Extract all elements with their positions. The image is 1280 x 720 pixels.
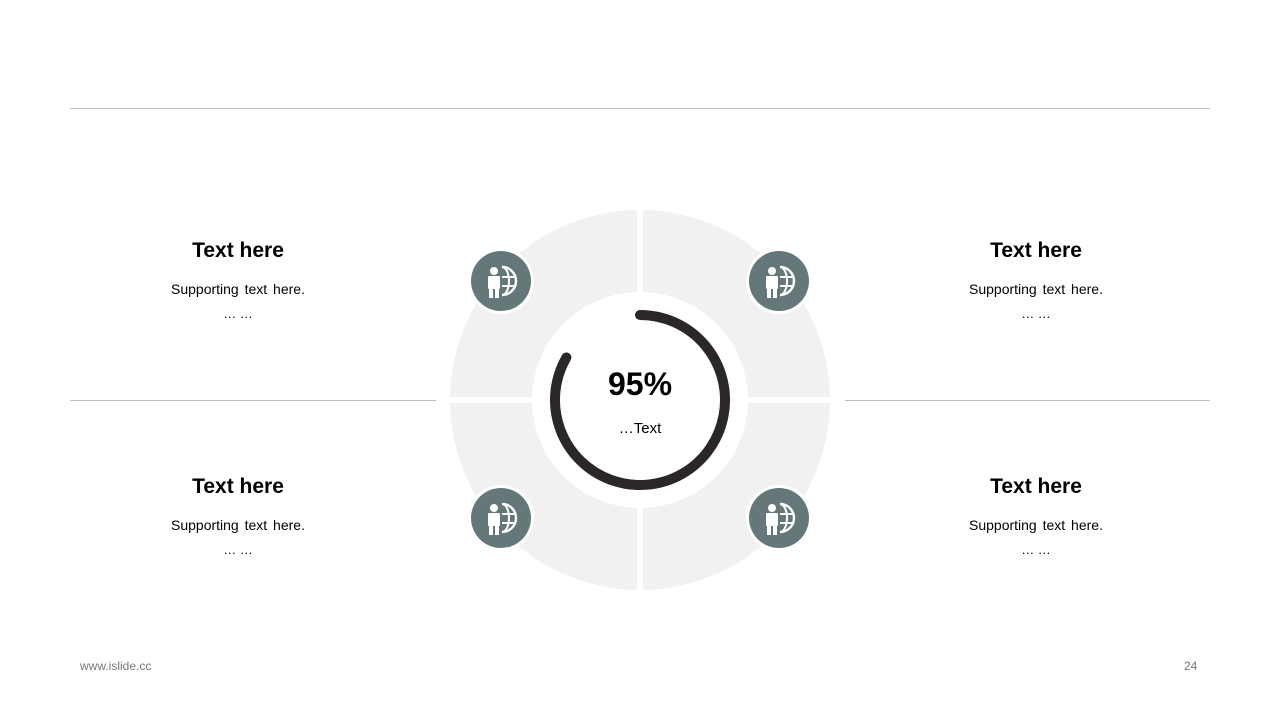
progress-arc [550,310,730,490]
block-subtitle: Supporting text here. [171,281,305,297]
block-title: Text here [990,239,1082,262]
inner-circle [532,292,748,508]
block-bottom-left: Text here Supporting text here. … … [88,474,388,558]
center-value: 95% [607,366,673,402]
right-mid-rule [845,400,1210,401]
center-label: …Text [618,420,662,437]
block-dots: … … [1021,306,1051,321]
businessman-globe-icon [746,248,812,314]
block-subtitle: Supporting text here. [171,517,305,533]
block-title: Text here [192,475,284,498]
page-number: 24 [1184,659,1198,673]
block-title: Text here [192,239,284,262]
block-top-left: Text here Supporting text here. … … [88,238,388,322]
block-dots: … … [223,306,253,321]
block-subtitle: Supporting text here. [969,517,1103,533]
businessman-globe-icon [468,248,534,314]
block-dots: … … [223,542,253,557]
businessman-globe-icon [468,485,534,551]
left-mid-rule [70,400,436,401]
block-title: Text here [990,475,1082,498]
top-rule [70,108,1210,109]
block-bottom-right: Text here Supporting text here. … … [886,474,1186,558]
footer-website: www.islide.cc [80,659,152,673]
businessman-globe-icon [746,485,812,551]
block-top-right: Text here Supporting text here. … … [886,238,1186,322]
block-dots: … … [1021,542,1051,557]
block-subtitle: Supporting text here. [969,281,1103,297]
